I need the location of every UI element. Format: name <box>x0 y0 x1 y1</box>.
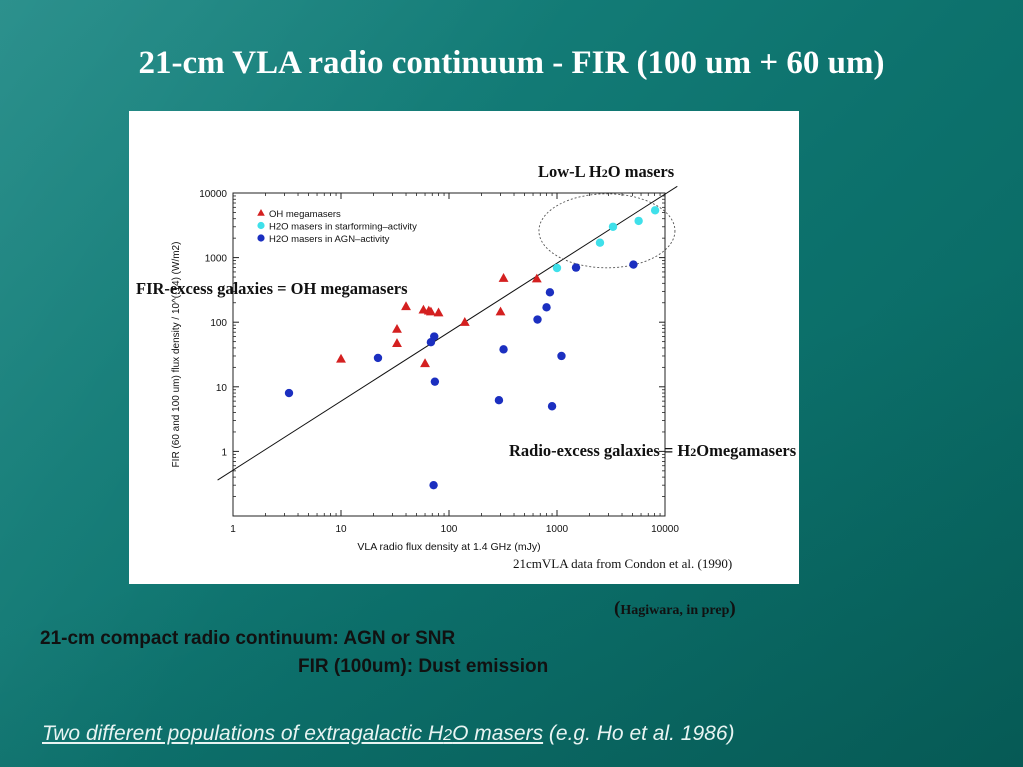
data-point-oh-megamaser <box>401 301 411 311</box>
legend-marker-h2o <box>257 234 265 242</box>
data-point-h2o-agn <box>494 396 504 405</box>
data-point-h2o-starforming <box>634 216 643 226</box>
data-point-h2o-agn <box>557 351 566 361</box>
data-point-oh-megamaser <box>495 306 506 316</box>
footer-link[interactable]: Two different populations of extragalact… <box>42 722 544 745</box>
data-point-h2o-agn <box>533 315 542 324</box>
data-point-oh-megamaser <box>459 317 470 326</box>
y-tick-label: 1 <box>221 447 227 458</box>
data-point-h2o-agn <box>430 332 439 341</box>
x-tick-label: 10000 <box>651 524 679 535</box>
data-point-oh-megamaser <box>420 358 430 368</box>
legend-marker-oh <box>257 209 265 216</box>
x-tick-label: 1000 <box>546 524 569 535</box>
data-point-oh-megamaser <box>392 323 402 333</box>
data-point-h2o-agn <box>629 260 638 269</box>
data-point-h2o-starforming <box>608 222 618 231</box>
data-point-oh-megamaser <box>531 273 542 283</box>
slide-title: 21-cm VLA radio continuum - FIR (100 um … <box>138 45 885 81</box>
y-tick-label: 10 <box>216 383 228 394</box>
x-tick-label: 10 <box>335 524 347 535</box>
y-tick-label: 100 <box>210 318 227 329</box>
data-point-h2o-agn <box>373 353 383 363</box>
data-credit: 21cmVLA data from Condon et al. (1990) <box>513 556 733 571</box>
legend-label: OH megamasers <box>269 209 341 220</box>
data-point-oh-megamaser <box>425 306 436 316</box>
annotation-radio-excess: Radio-excess galaxies = H2Omegamasers <box>509 441 797 460</box>
data-point-h2o-starforming <box>595 238 605 247</box>
data-point-h2o-agn <box>284 388 294 398</box>
footer-caption: Two different populations of extragalact… <box>42 722 735 745</box>
data-point-oh-megamaser <box>392 338 402 348</box>
legend-label: H2O masers in AGN–activity <box>269 234 390 245</box>
data-point-h2o-agn <box>430 377 440 386</box>
x-tick-label: 100 <box>441 524 458 535</box>
annotation-low-l-masers: Low-L H2O masers <box>538 162 675 181</box>
data-point-oh-megamaser <box>336 353 346 363</box>
legend-marker-h2o <box>257 221 265 230</box>
y-tick-label: 10000 <box>199 189 227 200</box>
scatter-chart: 1 10 100 1000 10000 1 10 100 1000 10000 VLA radio … <box>171 185 679 553</box>
data-point-h2o-agn <box>547 402 557 411</box>
data-point-h2o-agn <box>429 480 438 490</box>
data-point-h2o-agn <box>499 345 508 354</box>
data-point-h2o-agn <box>571 263 581 272</box>
y-axis-label: FIR (60 and 100 um) flux density / 10^(-… <box>171 242 182 468</box>
x-tick-label: 1 <box>230 524 236 535</box>
bullet-radio-continuum: 21-cm compact radio continuum: AGN or SN… <box>40 628 456 649</box>
legend-label: H2O masers in starforming–activity <box>269 222 417 233</box>
data-point-h2o-agn <box>545 288 555 297</box>
data-point-oh-megamaser <box>433 307 444 317</box>
data-point-h2o-agn <box>542 303 551 312</box>
x-axis-label: VLA radio flux density at 1.4 GHz (mJy) <box>357 541 540 553</box>
annotation-fir-excess: FIR-excess galaxies = OH megamasers <box>136 279 408 298</box>
hagiwara-citation: (Hagiwara, in prep) <box>614 598 736 619</box>
y-tick-label: 1000 <box>205 254 228 265</box>
data-point-oh-megamaser <box>498 272 509 282</box>
bullet-fir-dust: FIR (100um): Dust emission <box>298 656 549 677</box>
data-point-h2o-starforming <box>650 206 660 215</box>
chart-panel: 1 10 100 1000 10000 1 10 100 1000 10000 VLA radio … <box>129 111 799 584</box>
data-point-h2o-starforming <box>552 263 562 273</box>
fit-line <box>217 185 678 481</box>
low-l-maser-ellipse <box>538 193 676 269</box>
